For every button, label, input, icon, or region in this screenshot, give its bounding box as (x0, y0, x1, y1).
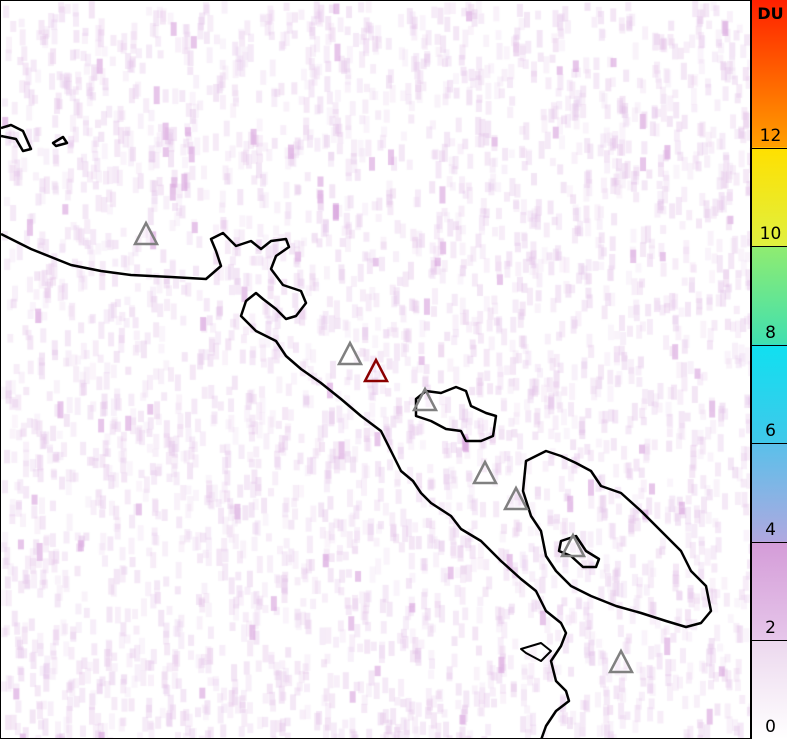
colorbar-tick-label: 12 (759, 125, 782, 146)
map-overlay (1, 123, 713, 738)
volcano-marker-icon (132, 220, 160, 246)
volcano-marker-icon (362, 357, 390, 383)
coastline-island-2 (521, 449, 713, 629)
colorbar: DU 0 2 4 6 8 10 12 (750, 0, 787, 739)
colorbar-tick (752, 541, 787, 543)
volcano-marker-icon (411, 386, 439, 412)
so2-concentration-field (1, 1, 750, 738)
so2-map (0, 0, 751, 739)
coastline-nw-islet (1, 123, 33, 153)
colorbar-tick-label: 4 (765, 519, 776, 540)
coastline-sw-islet (520, 642, 552, 662)
colorbar-tick (752, 246, 787, 248)
colorbar-tick-label: 0 (765, 717, 776, 737)
volcano-marker-icon (336, 340, 364, 366)
colorbar-gradient (752, 0, 787, 739)
colorbar-tick (752, 344, 787, 346)
coastline-nw-islet-2 (51, 135, 69, 148)
colorbar-tick (752, 147, 787, 149)
coastline-west (1, 231, 571, 738)
volcano-marker-icon (502, 485, 530, 511)
volcano-marker-icon (559, 532, 587, 558)
volcano-marker-icon (471, 459, 499, 485)
coastline-island-1 (414, 385, 498, 443)
colorbar-tick-label: 6 (765, 421, 776, 442)
colorbar-tick (752, 640, 787, 642)
volcano-marker-icon (607, 648, 635, 674)
colorbar-tick-label: 10 (759, 224, 782, 245)
colorbar-tick-label: 8 (765, 322, 776, 343)
colorbar-unit: DU (757, 4, 784, 23)
colorbar-tick (752, 443, 787, 445)
colorbar-tick-label: 2 (765, 618, 776, 639)
